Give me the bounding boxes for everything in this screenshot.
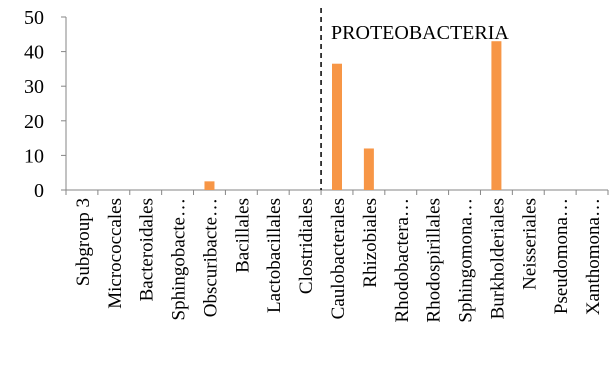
category-label: Rhodobactera… [392, 198, 413, 323]
bar [491, 41, 502, 190]
category-label: Bacteroidales [137, 198, 158, 301]
category-label: Rhizobiales [360, 198, 381, 288]
y-tick-label: 30 [24, 76, 44, 98]
bar [204, 181, 215, 190]
category-label: Subgroup 3 [73, 198, 94, 286]
category-label: Rhodospirillales [424, 198, 445, 323]
category-labels: Subgroup 3 Micrococcales Bacteroidales Sphi… [73, 198, 604, 323]
y-axis: 0 10 20 30 40 50 [24, 7, 67, 202]
category-label: Burkholderiales [487, 198, 508, 319]
y-tick-label: 10 [24, 145, 44, 167]
category-label: Clostridiales [296, 198, 317, 294]
y-tick-label: 50 [24, 7, 44, 29]
category-label: Bacillales [232, 198, 253, 273]
category-label: Neisseriales [519, 198, 540, 290]
y-tick-label: 20 [24, 111, 44, 133]
category-label: Sphingomona… [456, 198, 477, 323]
y-tick-label: 40 [24, 42, 44, 64]
category-label: Lactobacillales [264, 198, 285, 313]
category-label: Obscuribacte… [200, 198, 221, 317]
category-label: Micrococcales [105, 198, 126, 309]
y-tick-label: 0 [34, 180, 44, 202]
bar [332, 63, 342, 190]
bar [363, 148, 374, 190]
bars [204, 41, 502, 190]
x-axis [65, 189, 609, 195]
proteobacteria-label: PROTEOBACTERIA [331, 22, 509, 44]
category-label: Pseudomona… [551, 198, 572, 314]
category-label: Sphingobacte… [169, 198, 190, 320]
category-label: Xanthomona… [583, 198, 604, 315]
category-label: Caulobacterales [328, 198, 349, 319]
